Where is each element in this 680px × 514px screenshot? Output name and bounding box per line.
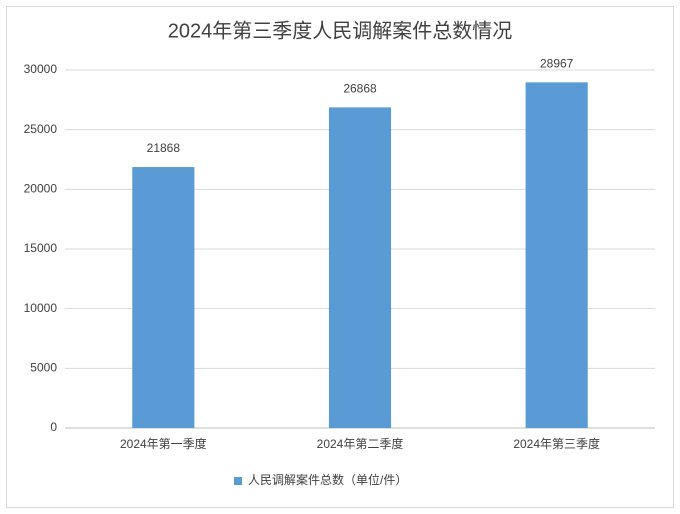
- x-tick-label: 2024年第三季度: [513, 436, 600, 451]
- y-tick-label: 15000: [24, 241, 58, 255]
- bar: [328, 107, 392, 429]
- y-tick-label: 10000: [24, 301, 58, 315]
- bar: [132, 167, 195, 428]
- data-label: 26868: [343, 82, 377, 96]
- y-tick-label: 20000: [24, 182, 58, 196]
- data-label: 21868: [147, 141, 181, 155]
- y-tick-label: 25000: [24, 122, 58, 136]
- x-tick-label: 2024年第二季度: [317, 436, 404, 451]
- y-tick-label: 0: [50, 420, 57, 434]
- x-tick-label: 2024年第一季度: [120, 436, 207, 451]
- y-tick-label: 30000: [24, 62, 58, 76]
- data-label: 28967: [540, 56, 574, 70]
- legend-label: 人民调解案件总数（单位/件）: [248, 472, 407, 487]
- bar: [525, 82, 588, 428]
- legend-swatch: [234, 477, 242, 485]
- y-tick-label: 5000: [30, 361, 57, 375]
- chart-title: 2024年第三季度人民调解案件总数情况: [168, 19, 513, 42]
